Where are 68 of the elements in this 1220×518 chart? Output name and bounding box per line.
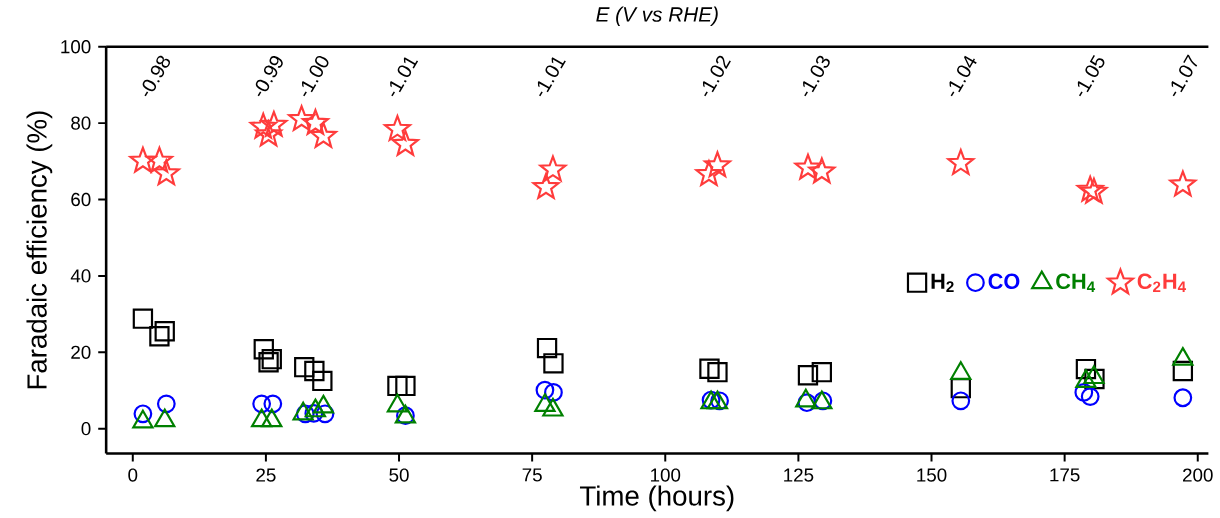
legend-label: CH$_{4}$ <box>1056 273 1096 293</box>
point <box>253 339 274 360</box>
point <box>797 365 819 386</box>
chart-title: E (V vs RHE) <box>596 6 718 27</box>
x-tick-label: 50 <box>389 468 409 482</box>
point <box>294 357 315 378</box>
y-tick-label: 80 <box>71 116 91 130</box>
point <box>132 308 154 329</box>
point <box>811 362 832 383</box>
point <box>1080 175 1109 205</box>
x-tick-label: 125 <box>784 468 814 482</box>
point <box>260 111 288 137</box>
point <box>703 151 731 178</box>
point <box>315 404 335 424</box>
point <box>312 370 333 392</box>
x-tick-label: 100 <box>651 468 681 482</box>
point <box>129 146 157 173</box>
point <box>391 130 419 156</box>
point <box>249 112 277 139</box>
legend-label: C$_{2}$H$_{4}$ <box>1137 273 1187 293</box>
x-axis-title: Time (hours) <box>579 485 734 512</box>
point <box>304 404 324 423</box>
x-tick-label: 75 <box>522 468 542 482</box>
point <box>794 153 822 180</box>
point <box>707 362 728 383</box>
x-tick-label: 200 <box>1183 468 1213 482</box>
y-tick-label: 40 <box>70 269 91 283</box>
point <box>797 393 817 413</box>
point <box>1075 359 1097 380</box>
point <box>1173 388 1193 408</box>
point <box>156 394 176 414</box>
y-tick-label: 60 <box>71 192 91 207</box>
point <box>951 391 971 411</box>
point <box>395 375 416 397</box>
x-tick-label: 150 <box>917 468 947 482</box>
point <box>154 321 175 342</box>
point <box>695 160 723 187</box>
point <box>1084 368 1105 390</box>
point <box>263 394 283 414</box>
y-tick-label: 0 <box>81 422 91 436</box>
point <box>1076 175 1104 202</box>
point <box>149 326 170 347</box>
point <box>304 360 325 382</box>
x-tick-label: 25 <box>256 468 276 482</box>
y-tick-label: 100 <box>61 40 91 54</box>
point <box>536 338 558 359</box>
point <box>133 404 153 424</box>
point <box>543 353 564 374</box>
point <box>1080 387 1100 407</box>
x-tick-label: 175 <box>1050 468 1080 482</box>
point <box>145 146 173 173</box>
y-axis-title: Faradaic efficiency (%) <box>26 111 53 389</box>
point <box>699 358 720 380</box>
point <box>1172 360 1194 382</box>
point <box>309 122 337 148</box>
point <box>288 105 316 132</box>
point <box>387 375 408 397</box>
point <box>947 149 975 175</box>
point <box>535 380 555 400</box>
y-tick-label: 20 <box>71 345 91 360</box>
point <box>383 115 411 141</box>
point <box>1074 383 1094 402</box>
point <box>252 394 272 414</box>
legend-label: CO <box>988 273 1020 290</box>
x-tick-label: 0 <box>128 468 138 482</box>
point <box>301 109 329 135</box>
legend-label: H$_{2}$ <box>931 273 954 293</box>
point <box>544 383 563 402</box>
